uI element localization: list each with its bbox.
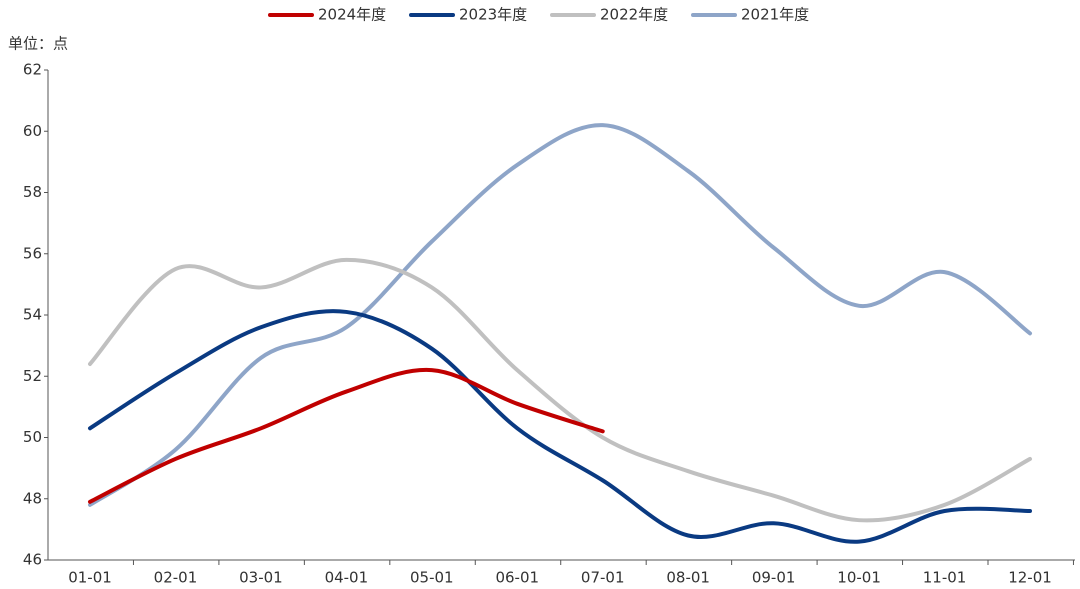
x-tick-label: 10-01 (837, 569, 881, 587)
legend-label: 2024年度 (318, 6, 386, 24)
y-tick-label: 54 (23, 306, 42, 324)
line-series (88, 123, 1032, 507)
x-tick-label: 03-01 (239, 569, 283, 587)
line-series (88, 309, 1032, 544)
y-tick-label: 46 (23, 551, 42, 569)
y-tick-label: 52 (23, 367, 42, 385)
legend-label: 2023年度 (459, 6, 527, 24)
x-tick-label: 07-01 (581, 569, 625, 587)
line-series (88, 257, 1032, 523)
x-tick-label: 12-01 (1008, 569, 1052, 587)
x-tick-label: 01-01 (68, 569, 112, 587)
line-series (88, 367, 605, 504)
x-tick-label: 02-01 (154, 569, 198, 587)
x-tick-label: 09-01 (752, 569, 796, 587)
x-tick-label: 05-01 (410, 569, 454, 587)
legend-label: 2021年度 (741, 6, 809, 24)
y-tick-label: 56 (23, 244, 42, 262)
legend-label: 2022年度 (600, 6, 668, 24)
x-tick-label: 11-01 (923, 569, 967, 587)
x-tick-label: 04-01 (325, 569, 369, 587)
y-tick-label: 60 (23, 122, 42, 140)
x-tick-label: 08-01 (666, 569, 710, 587)
y-tick-label: 50 (23, 428, 42, 446)
x-tick-label: 06-01 (495, 569, 539, 587)
unit-label: 单位：点 (8, 35, 68, 53)
y-tick-label: 48 (23, 489, 42, 507)
y-tick-label: 58 (23, 183, 42, 201)
y-tick-label: 62 (23, 61, 42, 79)
